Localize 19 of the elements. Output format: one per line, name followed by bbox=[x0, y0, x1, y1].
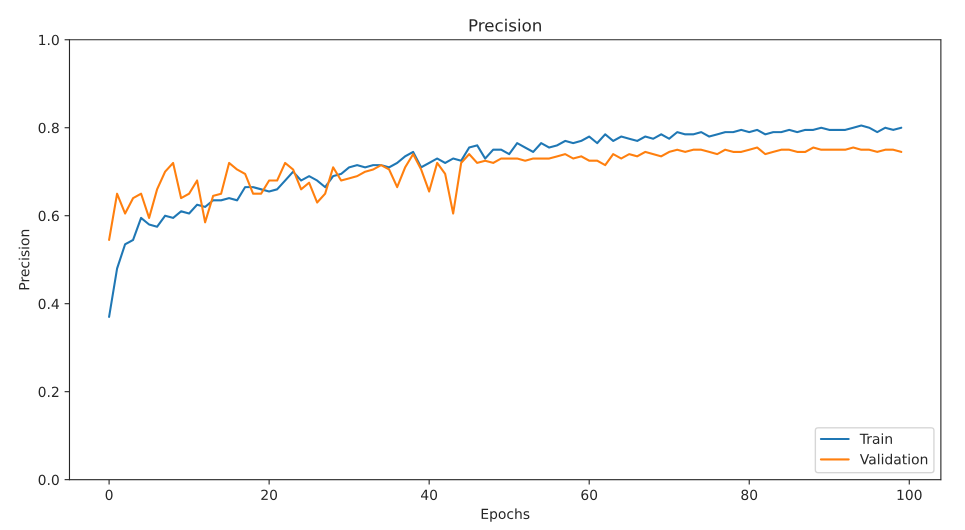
x-tick-label: 100 bbox=[898, 490, 922, 500]
line-series bbox=[108, 124, 902, 318]
y-tick-label: 0.4 bbox=[38, 298, 59, 310]
x-tick-label: 0 bbox=[106, 490, 113, 500]
y-tick-label: 0.8 bbox=[38, 122, 59, 134]
y-tick-label: 0.0 bbox=[38, 474, 59, 486]
legend-label: Validation bbox=[860, 454, 928, 464]
y-tick-label: 1.0 bbox=[39, 34, 59, 46]
y-axis-title: Precision bbox=[18, 230, 30, 290]
y-tick-label: 0.6 bbox=[38, 210, 59, 222]
x-tick-label: 40 bbox=[421, 490, 438, 500]
chart-title: Precision bbox=[470, 18, 541, 32]
line-series bbox=[108, 146, 902, 241]
x-tick-label: 60 bbox=[581, 490, 598, 500]
y-tick-label: 0.2 bbox=[38, 386, 58, 398]
legend-label: Train bbox=[860, 433, 892, 444]
x-tick-label: 20 bbox=[261, 490, 278, 500]
x-axis-title: Epochs bbox=[482, 508, 530, 522]
x-tick-label: 80 bbox=[741, 490, 758, 500]
